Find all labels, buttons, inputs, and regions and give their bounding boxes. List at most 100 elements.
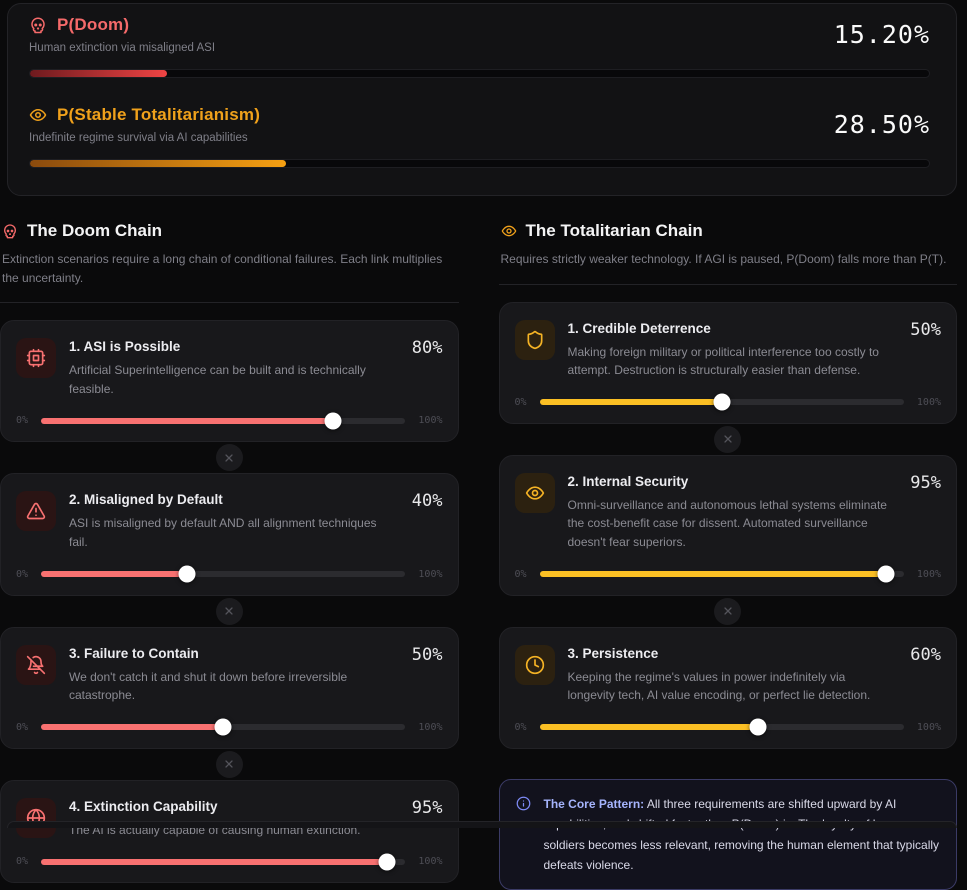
step-description: Keeping the regime's values in power ind…: [567, 669, 871, 703]
step-value: 50%: [910, 319, 941, 340]
step-value: 50%: [411, 644, 443, 665]
divider: [0, 302, 459, 304]
step-value: 80%: [411, 338, 443, 359]
ptotalitarianism-summary: P(Stable Totalitarianism) Indefinite reg…: [29, 105, 930, 168]
chain-multiply-connector: [714, 425, 742, 453]
slider-min-label: 0%: [16, 415, 29, 427]
step-title: 3. Failure to Contain: [69, 645, 199, 661]
probability-slider[interactable]: [539, 565, 904, 583]
slider-thumb[interactable]: [178, 565, 196, 583]
slider-max-label: 100%: [418, 856, 443, 868]
pdoom-progress-bar: [29, 69, 930, 78]
cpu-icon: [26, 349, 46, 368]
ptotalitarianism-subtitle: Indefinite regime survival via AI capabi…: [29, 132, 248, 144]
step-title: 1. ASI is Possible: [69, 339, 181, 355]
slider-thumb[interactable]: [713, 393, 731, 411]
doom-step-card-4: 4. Extinction Capability The AI is actua…: [0, 779, 459, 884]
step-description: Artificial Superintelligence can be buil…: [69, 363, 366, 396]
step-title: 3. Persistence: [567, 645, 659, 661]
summary-panel: P(Doom) Human extinction via misaligned …: [7, 3, 957, 196]
multiply-icon: [225, 607, 233, 615]
slider-thumb[interactable]: [877, 565, 895, 583]
shield-icon: [526, 330, 543, 349]
core-pattern-label: The Core Pattern:: [543, 796, 645, 811]
slider-max-label: 100%: [418, 721, 443, 733]
doom-chain-section: The Doom Chain Extinction scenarios requ…: [0, 221, 459, 890]
slider-thumb[interactable]: [324, 412, 342, 430]
probability-slider[interactable]: [41, 853, 406, 871]
eye-icon: [525, 486, 544, 500]
doom-step-card-2: 2. Misaligned by Default ASI is misalign…: [0, 473, 459, 596]
probability-slider[interactable]: [41, 412, 406, 430]
totalitarian-chain-title: The Totalitarian Chain: [525, 221, 703, 240]
slider-min-label: 0%: [16, 568, 29, 580]
step-description: Omni-surveillance and autonomous lethal …: [567, 497, 887, 549]
probability-slider[interactable]: [539, 393, 904, 411]
alert-triangle-icon: [26, 503, 46, 520]
multiply-icon: [724, 435, 732, 443]
chain-multiply-connector: [215, 597, 243, 625]
totalitarian-step-card-3: 3. Persistence Keeping the regime's valu…: [498, 626, 957, 749]
totalitarian-step-card-2: 2. Internal Security Omni-surveillance a…: [498, 454, 957, 596]
eye-icon: [501, 225, 516, 237]
slider-min-label: 0%: [514, 721, 527, 733]
slider-min-label: 0%: [514, 568, 527, 580]
slider-max-label: 100%: [916, 721, 941, 733]
slider-fill: [539, 571, 886, 578]
doom-step-card-3: 3. Failure to Contain We don't catch it …: [0, 626, 459, 749]
slider-thumb[interactable]: [214, 718, 232, 736]
step-value: 95%: [411, 797, 443, 818]
ptotalitarianism-progress-fill: [30, 160, 287, 167]
step-value: 60%: [910, 644, 941, 665]
chain-multiply-connector: [714, 597, 742, 625]
slider-fill: [41, 724, 224, 731]
step-title: 2. Internal Security: [567, 473, 689, 489]
step-title: 2. Misaligned by Default: [69, 492, 223, 508]
step-value: 40%: [411, 491, 443, 512]
step-title: 4. Extinction Capability: [69, 798, 218, 814]
probability-slider[interactable]: [41, 718, 406, 736]
slider-fill: [539, 724, 759, 731]
chain-multiply-connector: [215, 750, 243, 778]
slider-fill: [41, 417, 333, 424]
multiply-icon: [225, 454, 233, 462]
slider-min-label: 0%: [16, 721, 29, 733]
doom-chain-subtitle: Extinction scenarios require a long chai…: [2, 252, 443, 285]
clock-icon: [525, 655, 544, 674]
step-value: 95%: [910, 472, 941, 493]
core-pattern-note: The Core Pattern: All three requirements…: [498, 778, 957, 890]
core-pattern-text: The Core Pattern: All three requirements…: [544, 794, 941, 876]
slider-thumb[interactable]: [378, 853, 396, 871]
totalitarian-step-card-1: 1. Credible Deterrence Making foreign mi…: [498, 301, 957, 424]
step-title: 1. Credible Deterrence: [567, 320, 711, 336]
info-icon: [516, 794, 531, 876]
slider-max-label: 100%: [916, 568, 941, 580]
doom-chain-title: The Doom Chain: [27, 221, 163, 240]
slider-fill: [539, 399, 722, 406]
slider-fill: [41, 571, 187, 578]
step-description: Making foreign military or political int…: [567, 344, 879, 378]
pdoom-summary: P(Doom) Human extinction via misaligned …: [29, 15, 930, 78]
chain-multiply-connector: [215, 444, 243, 472]
slider-thumb[interactable]: [749, 718, 767, 736]
slider-max-label: 100%: [916, 396, 941, 408]
totalitarian-chain-section: The Totalitarian Chain Requires strictly…: [498, 221, 957, 890]
multiply-icon: [724, 607, 732, 615]
pdoom-subtitle: Human extinction via misaligned ASI: [29, 42, 216, 54]
pdoom-progress-fill: [30, 70, 167, 77]
slider-max-label: 100%: [418, 568, 443, 580]
pdoom-title: P(Doom): [57, 15, 130, 34]
skull-icon: [31, 17, 45, 34]
slider-min-label: 0%: [514, 396, 527, 408]
eye-icon: [29, 109, 47, 121]
slider-max-label: 100%: [418, 415, 443, 427]
step-description: We don't catch it and shut it down befor…: [69, 669, 348, 703]
probability-slider[interactable]: [41, 565, 406, 583]
probability-slider[interactable]: [539, 718, 904, 736]
skull-icon: [4, 224, 16, 239]
bell-off-icon: [26, 655, 46, 674]
ptotalitarianism-value: 28.50%: [833, 110, 930, 139]
slider-min-label: 0%: [16, 856, 29, 868]
multiply-icon: [225, 760, 233, 768]
divider: [498, 283, 957, 285]
